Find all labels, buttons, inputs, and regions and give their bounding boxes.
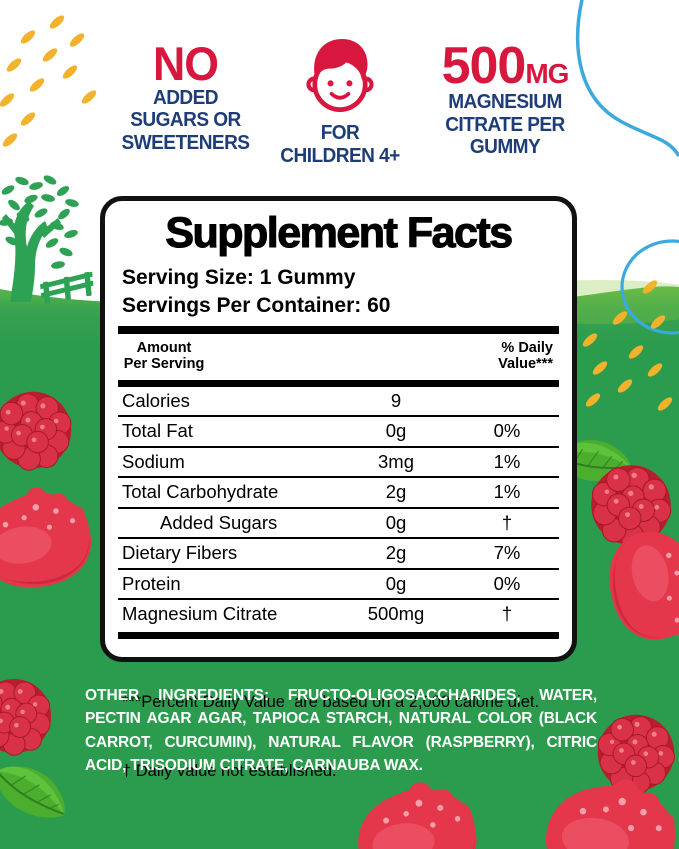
nutrient-daily-value: † bbox=[501, 511, 513, 533]
nutrient-label: Dietary Fibers bbox=[122, 542, 238, 564]
badge-500mg: 500MG MAGNESIUM CITRATE PER GUMMY bbox=[420, 37, 590, 159]
badge-no-added-sugars: NO ADDED SUGARS OR SWEETENERS bbox=[108, 37, 263, 154]
other-ingredients-label: OTHER INGREDIENTS: bbox=[85, 687, 270, 704]
badge-headline: NO bbox=[152, 37, 219, 90]
nutrient-label: Magnesium Citrate bbox=[122, 603, 278, 625]
top-badges: NO ADDED SUGARS OR SWEETENERS FOR CHILDR… bbox=[0, 0, 679, 180]
table-row: Total Carbohydrate 2g 1% bbox=[118, 476, 559, 507]
serving-size: Serving Size: 1 Gummy bbox=[122, 266, 356, 290]
dose-value: 500MG bbox=[441, 37, 570, 95]
table-row: Protein 0g 0% bbox=[118, 567, 559, 599]
footnotes: ***Percent Daily Value are based on a 2,… bbox=[118, 639, 559, 830]
other-ingredients-text: FRUCTO-OLIGOSACCHARIDES, WATER, PECTIN A… bbox=[85, 687, 597, 774]
table-row: Magnesium Citrate 500mg † bbox=[118, 598, 559, 629]
facts-table: Calories 9 Total Fat 0g 0% Sodium 3mg 1%… bbox=[118, 387, 559, 629]
nutrient-amount: 0g bbox=[385, 572, 407, 594]
supplement-facts-panel: Supplement Facts Serving Size: 1 Gummy S… bbox=[100, 196, 577, 780]
column-daily-value: % Daily Value*** bbox=[498, 339, 553, 373]
nutrient-amount: 2g bbox=[385, 481, 407, 503]
nutrient-label: Sodium bbox=[122, 450, 185, 472]
nutrient-label: Calories bbox=[122, 389, 190, 411]
nutrient-label: Protein bbox=[122, 572, 181, 594]
nutrient-daily-value: 0% bbox=[493, 572, 521, 594]
footnote-daily-value: ***Percent Daily Value are based on a 2,… bbox=[122, 693, 540, 712]
blue-circle bbox=[620, 239, 679, 335]
nutrient-label: Total Fat bbox=[122, 420, 193, 442]
nutrient-daily-value: 7% bbox=[493, 542, 521, 564]
servings-per-container: Servings Per Container: 60 bbox=[122, 293, 391, 317]
table-header: Amount Per Serving % Daily Value*** bbox=[118, 337, 559, 377]
nutrient-amount: 0g bbox=[385, 420, 407, 442]
panel-title: Supplement Facts bbox=[165, 209, 514, 257]
table-row: Calories 9 bbox=[118, 387, 559, 416]
nutrient-amount: 500mg bbox=[367, 603, 425, 625]
divider-thick bbox=[118, 325, 559, 334]
divider-thick bbox=[118, 379, 559, 387]
nutrient-daily-value: 1% bbox=[493, 450, 521, 472]
fence bbox=[40, 271, 94, 304]
footnote-dagger: † Daily value not established. bbox=[122, 762, 337, 781]
table-row: Dietary Fibers 2g 7% bbox=[118, 537, 559, 568]
nutrient-label: Added Sugars bbox=[160, 511, 278, 533]
nutrient-amount: 9 bbox=[390, 389, 402, 411]
nutrient-amount: 0g bbox=[385, 511, 407, 533]
divider-thick bbox=[118, 631, 559, 639]
table-row: Sodium 3mg 1% bbox=[118, 445, 559, 477]
table-row: Added Sugars 0g † bbox=[118, 506, 559, 538]
other-ingredients: OTHER INGREDIENTS: FRUCTO-OLIGOSACCHARID… bbox=[85, 684, 597, 777]
nutrient-label: Total Carbohydrate bbox=[122, 481, 279, 503]
nutrient-amount: 3mg bbox=[378, 450, 414, 472]
table-row: Total Fat 0g 0% bbox=[118, 415, 559, 446]
nutrient-daily-value: 0% bbox=[493, 420, 521, 442]
column-amount: Amount Per Serving bbox=[123, 339, 205, 373]
blue-squiggle bbox=[576, 0, 679, 157]
nutrient-daily-value: 1% bbox=[493, 481, 521, 503]
child-face-icon bbox=[306, 38, 374, 112]
nutrient-daily-value: † bbox=[501, 603, 513, 625]
badge-for-children: FOR CHILDREN 4+ bbox=[270, 34, 410, 167]
nutrient-amount: 2g bbox=[385, 542, 407, 564]
tree bbox=[0, 175, 79, 302]
